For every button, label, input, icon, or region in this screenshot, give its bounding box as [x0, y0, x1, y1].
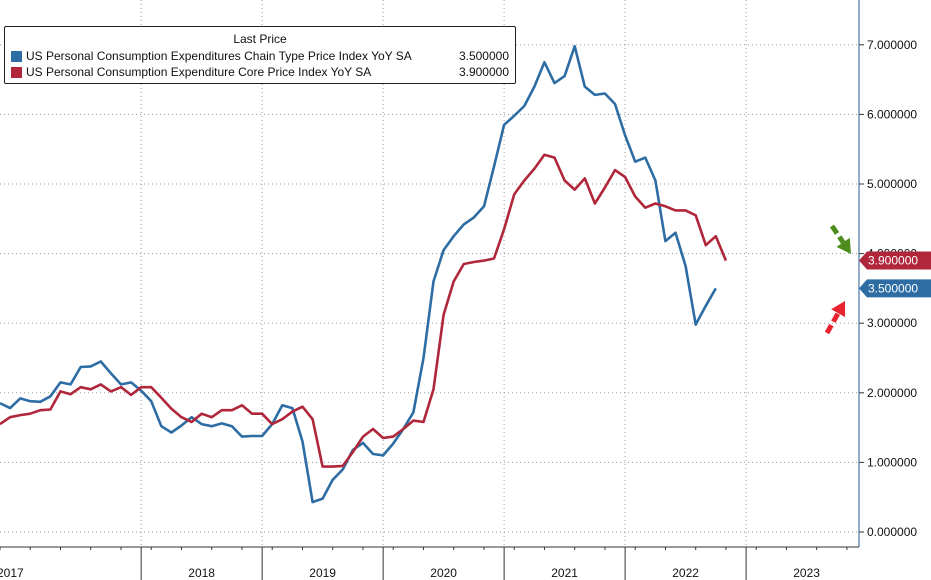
- y-tick-label: 2.000000: [867, 386, 917, 400]
- x-year-label: 2019: [309, 566, 336, 580]
- y-tick-label: 7.000000: [867, 38, 917, 52]
- annotation-arrow-up-shaft: [824, 311, 841, 335]
- legend-name-core-pce: US Personal Consumption Expenditure Core…: [26, 65, 372, 79]
- annotation-arrow-down-head: [836, 237, 851, 254]
- last-value-tag-pce: [859, 279, 931, 298]
- legend-box: Last Price US Personal Consumption Expen…: [4, 26, 516, 84]
- y-tick-label: 6.000000: [867, 107, 917, 121]
- legend-title: Last Price: [233, 32, 287, 46]
- legend-value-pce: 3.500000: [458, 49, 509, 63]
- legend-item-pce: US Personal Consumption Expenditures Cha…: [11, 49, 509, 64]
- annotation-arrow-down: [829, 224, 851, 254]
- x-year-label: 2022: [672, 566, 699, 580]
- last-value-tag-core-pce: [859, 251, 931, 270]
- legend-swatch-core-pce: [11, 67, 22, 78]
- x-year-label: 2018: [188, 566, 215, 580]
- annotation-arrow-up: [824, 301, 846, 335]
- y-tick-label: 0.000000: [867, 525, 917, 539]
- x-year-label: 2023: [793, 566, 820, 580]
- last-value-label-core-pce: 3.900000: [868, 254, 918, 268]
- annotation-arrow-up-head: [831, 301, 846, 318]
- legend-item-core-pce: US Personal Consumption Expenditure Core…: [11, 65, 509, 80]
- last-value-label-pce: 3.500000: [868, 281, 918, 295]
- y-tick-label: 3.000000: [867, 316, 917, 330]
- x-year-label: 2021: [551, 566, 578, 580]
- legend-swatch-pce: [11, 51, 22, 62]
- x-year-label: 2017: [0, 566, 24, 580]
- legend-value-core-pce: 3.900000: [458, 65, 509, 79]
- x-year-label: 2020: [430, 566, 457, 580]
- series-line-core-pce: [0, 153, 728, 468]
- legend-name-pce: US Personal Consumption Expenditures Cha…: [26, 49, 412, 63]
- annotation-arrow-down-shaft: [829, 224, 846, 244]
- y-tick-label: 1.000000: [867, 455, 917, 469]
- y-tick-label: 5.000000: [867, 177, 917, 191]
